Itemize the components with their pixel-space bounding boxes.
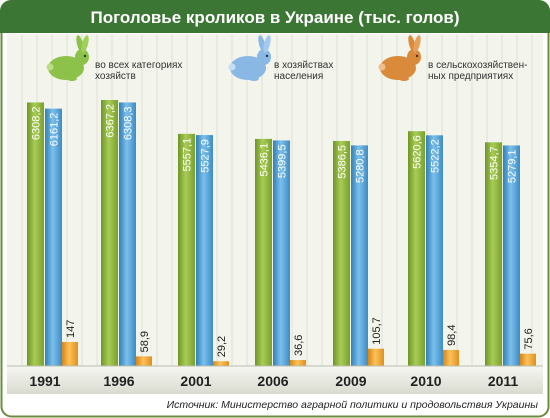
bar-agri-enterprises — [368, 348, 384, 366]
data-label-households: 5279,1 — [507, 149, 519, 183]
legend-label-all-categories: во всех категориях хозяйств — [95, 60, 182, 82]
x-axis-label: 2011 — [488, 373, 519, 389]
data-label-all-categories: 5386,5 — [337, 145, 349, 179]
data-label-agri-enterprises: 75,6 — [523, 328, 535, 349]
x-axis-label: 2010 — [410, 373, 441, 389]
data-label-all-categories: 5354,7 — [489, 146, 501, 180]
data-label-all-categories: 5436,1 — [259, 143, 271, 177]
x-axis-labels: 1991 1996 2001 2006 2009 2010 2011 — [29, 373, 518, 389]
bar-households — [426, 135, 443, 366]
data-label-agri-enterprises: 147 — [65, 320, 77, 338]
data-label-all-categories: 6308,2 — [31, 106, 43, 140]
data-label-households: 5522,2 — [430, 139, 442, 173]
data-label-households: 5527,9 — [200, 139, 212, 173]
rabbit-green-icon — [46, 35, 89, 81]
bar-households — [196, 135, 213, 366]
bars: 6308,2 6161,2 147 6367,2 6308,3 58,9 5557,1 552… — [27, 100, 536, 367]
bar-households — [119, 102, 136, 367]
legend-label-agri-enterprises-line2: ных предприятиях — [428, 71, 514, 82]
rabbit-orange-icon — [378, 35, 421, 81]
bar-agri-enterprises — [290, 360, 306, 366]
legend-label-households: в хозяйствах населения — [274, 60, 333, 82]
chart-title: Поголовье кроликов в Украине (тыс. голов… — [90, 8, 459, 27]
data-label-agri-enterprises: 105,7 — [371, 317, 383, 345]
bar-all-categories — [27, 102, 44, 367]
bar-all-categories — [333, 140, 350, 366]
bar-all-categories — [485, 142, 502, 366]
legend-label-households-line1: в хозяйствах — [274, 60, 334, 71]
bar-all-categories — [101, 100, 118, 366]
x-axis-label: 2006 — [257, 373, 288, 389]
data-label-households: 6161,2 — [49, 113, 61, 147]
data-label-agri-enterprises: 36,6 — [293, 335, 305, 356]
data-label-agri-enterprises: 58,9 — [139, 331, 151, 352]
data-label-households: 5280,8 — [355, 149, 367, 183]
x-axis-label: 1996 — [103, 373, 134, 389]
legend-label-all-categories-line1: во всех категориях — [95, 60, 183, 71]
legend-label-all-categories-line2: хозяйств — [95, 71, 136, 82]
data-label-all-categories: 6367,2 — [105, 104, 117, 138]
data-label-all-categories: 5557,1 — [182, 138, 194, 172]
source-note: Источник: Министерство аграрной политики… — [167, 399, 539, 411]
legend-label-agri-enterprises: в сельскохозяйствен- ных предприятиях — [428, 60, 527, 82]
x-axis-label: 2009 — [335, 373, 366, 389]
data-label-households: 5399,5 — [277, 144, 289, 178]
data-label-all-categories: 5620,6 — [412, 135, 424, 169]
bar-all-categories — [178, 133, 195, 366]
bar-agri-enterprises — [62, 342, 78, 366]
rabbit-blue-icon — [228, 35, 271, 81]
data-label-households: 6308,3 — [123, 106, 135, 140]
bar-all-categories — [408, 131, 425, 366]
bar-households — [351, 145, 368, 366]
title-bar — [0, 0, 550, 33]
baseline-strip — [7, 366, 543, 394]
bar-all-categories — [255, 138, 272, 366]
bar-households — [503, 145, 520, 366]
x-axis-label: 2001 — [180, 373, 211, 389]
bar-agri-enterprises — [443, 349, 459, 366]
bar-agri-enterprises — [213, 361, 229, 366]
legend-label-households-line2: населения — [274, 71, 324, 82]
bar-households — [45, 108, 62, 366]
x-axis-label: 1991 — [29, 373, 60, 389]
legend-label-agri-enterprises-line1: в сельскохозяйствен- — [428, 60, 528, 71]
bar-agri-enterprises — [520, 353, 536, 366]
bar-agri-enterprises — [136, 356, 152, 366]
data-label-agri-enterprises: 98,4 — [446, 325, 458, 346]
bar-households — [273, 140, 290, 366]
data-label-agri-enterprises: 29,2 — [216, 336, 228, 357]
